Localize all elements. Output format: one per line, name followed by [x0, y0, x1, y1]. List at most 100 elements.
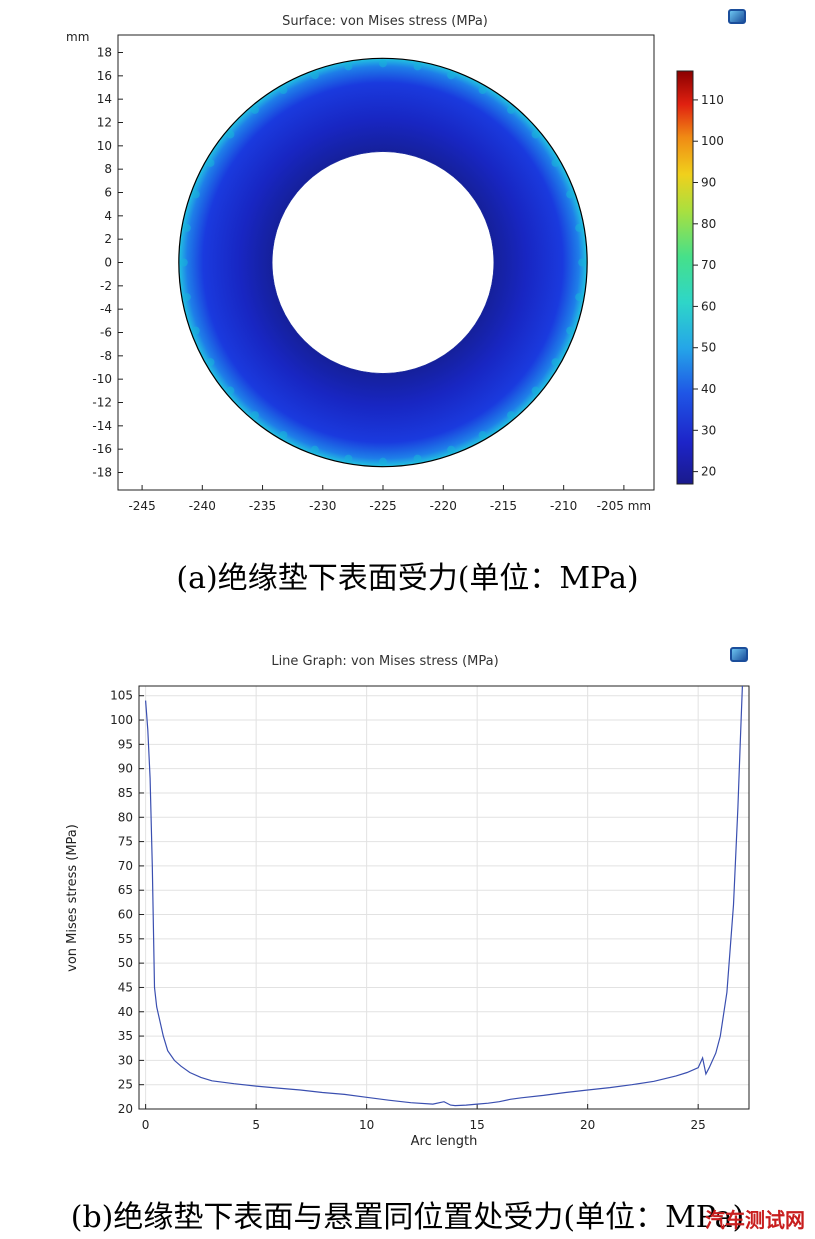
edge-stress-spot [507, 411, 516, 420]
x-tick-label: -245 [128, 499, 155, 513]
edge-stress-spot [378, 457, 387, 466]
edge-stress-spot [344, 454, 353, 463]
x-tick-label: -205 mm [597, 499, 651, 513]
edge-stress-spot [310, 71, 319, 80]
edge-stress-spot [478, 86, 487, 95]
y-tick-label: 30 [118, 1053, 133, 1067]
annulus-hole [271, 151, 495, 374]
y-tick-label: 20 [118, 1102, 133, 1116]
x-tick-label: -210 [550, 499, 577, 513]
y-axis-label: von Mises stress (MPa) [65, 824, 80, 972]
surface-plot-title: Surface: von Mises stress (MPa) [282, 14, 488, 29]
y-tick-label: 70 [118, 859, 133, 873]
x-axis-label: Arc length [411, 1134, 478, 1149]
y-tick-label: 4 [104, 209, 112, 223]
edge-stress-spot [551, 358, 560, 367]
y-tick-label: 80 [118, 810, 133, 824]
edge-stress-spot [413, 454, 422, 463]
edge-stress-spot [566, 190, 575, 199]
x-tick-label: -230 [309, 499, 336, 513]
y-tick-label: 65 [118, 883, 133, 897]
y-tick-label: 6 [104, 186, 112, 200]
edge-stress-spot [182, 223, 191, 232]
y-tick-label: 90 [118, 762, 133, 776]
edge-stress-spot [191, 190, 200, 199]
line-graph-grid [139, 686, 749, 1110]
x-tick-label: 0 [142, 1118, 150, 1132]
y-tick-label: -14 [92, 419, 112, 433]
y-tick-label: 0 [104, 256, 112, 270]
colorbar-tick-label: 90 [701, 176, 716, 190]
colorbar-tick-label: 110 [701, 93, 724, 107]
edge-stress-spot [206, 158, 215, 167]
colorbar-tick-label: 50 [701, 341, 716, 355]
edge-stress-spot [344, 62, 353, 71]
colorbar-tick-label: 30 [701, 423, 716, 437]
y-tick-label: -18 [92, 466, 112, 480]
stress-line-series [145, 685, 743, 1107]
stress-annulus [178, 57, 588, 468]
watermark: 汽车测试网 [705, 1208, 805, 1232]
x-tick-label: 15 [470, 1118, 485, 1132]
colorbar-tick-label: 70 [701, 258, 716, 272]
edge-stress-spot [413, 62, 422, 71]
edge-stress-spot [378, 59, 387, 68]
y-tick-label: 10 [97, 139, 112, 153]
y-tick-label: 50 [118, 956, 133, 970]
edge-stress-spot [179, 258, 188, 267]
comsol-logo-icon [730, 647, 748, 662]
colorbar [676, 70, 694, 485]
y-tick-label: -8 [100, 349, 112, 363]
line-x-ticks: 0 5 10 15 20 25 [142, 1104, 706, 1132]
edge-stress-spot [507, 105, 516, 114]
edge-stress-spot [250, 411, 259, 420]
line-graph: Line Graph: von Mises stress (MPa) 0 5 10 1… [65, 654, 750, 1149]
y-tick-label: 16 [97, 69, 112, 83]
y-tick-label: 12 [97, 116, 112, 130]
comsol-logo-icon [728, 9, 746, 24]
y-tick-label: 105 [110, 689, 133, 703]
edge-stress-spot [566, 326, 575, 335]
edge-stress-spot [182, 293, 191, 302]
y-tick-label: 75 [118, 835, 133, 849]
y-tick-label: 8 [104, 162, 112, 176]
y-tick-label: 95 [118, 737, 133, 751]
x-tick-label: -215 [490, 499, 517, 513]
edge-stress-spot [191, 326, 200, 335]
edge-stress-spot [310, 445, 319, 454]
line-graph-frame [138, 685, 750, 1110]
edge-stress-spot [551, 158, 560, 167]
colorbar-ticks: 110 100 90 80 70 60 50 40 30 20 [693, 93, 724, 479]
y-tick-label: 100 [110, 713, 133, 727]
edge-stress-spot [206, 358, 215, 367]
y-unit-label: mm [66, 30, 89, 44]
colorbar-tick-label: 40 [701, 382, 716, 396]
y-tick-label: -6 [100, 326, 112, 340]
y-tick-label: 55 [118, 932, 133, 946]
x-tick-label: 10 [359, 1118, 374, 1132]
surface-y-ticks: 18 16 14 12 10 8 6 4 2 0 -2 -4 -6 -8 -10 -12 -14 -16 -18 [92, 46, 123, 480]
y-tick-label: -4 [100, 302, 112, 316]
colorbar-tick-label: 60 [701, 299, 716, 313]
x-tick-label: -220 [430, 499, 457, 513]
y-tick-label: -12 [92, 396, 112, 410]
y-tick-label: 14 [97, 92, 112, 106]
surface-plot: Surface: von Mises stress (MPa) mm -245 -… [66, 14, 724, 513]
edge-stress-spot [250, 105, 259, 114]
y-tick-label: 45 [118, 980, 133, 994]
edge-stress-spot [279, 86, 288, 95]
line-y-ticks: 105 100 95 90 85 80 75 70 65 60 55 50 45 40 35 30 25 20 [110, 689, 144, 1116]
edge-stress-spot [447, 445, 456, 454]
y-tick-label: -2 [100, 279, 112, 293]
edge-stress-spot [226, 130, 235, 139]
edge-stress-spot [279, 430, 288, 439]
edge-stress-spot [578, 258, 587, 267]
y-tick-label: -10 [92, 372, 112, 386]
line-graph-title: Line Graph: von Mises stress (MPa) [271, 654, 498, 669]
x-tick-label: -235 [249, 499, 276, 513]
edge-stress-spot [531, 130, 540, 139]
x-tick-label: 5 [252, 1118, 260, 1132]
edge-stress-spot [478, 430, 487, 439]
colorbar-tick-label: 80 [701, 217, 716, 231]
